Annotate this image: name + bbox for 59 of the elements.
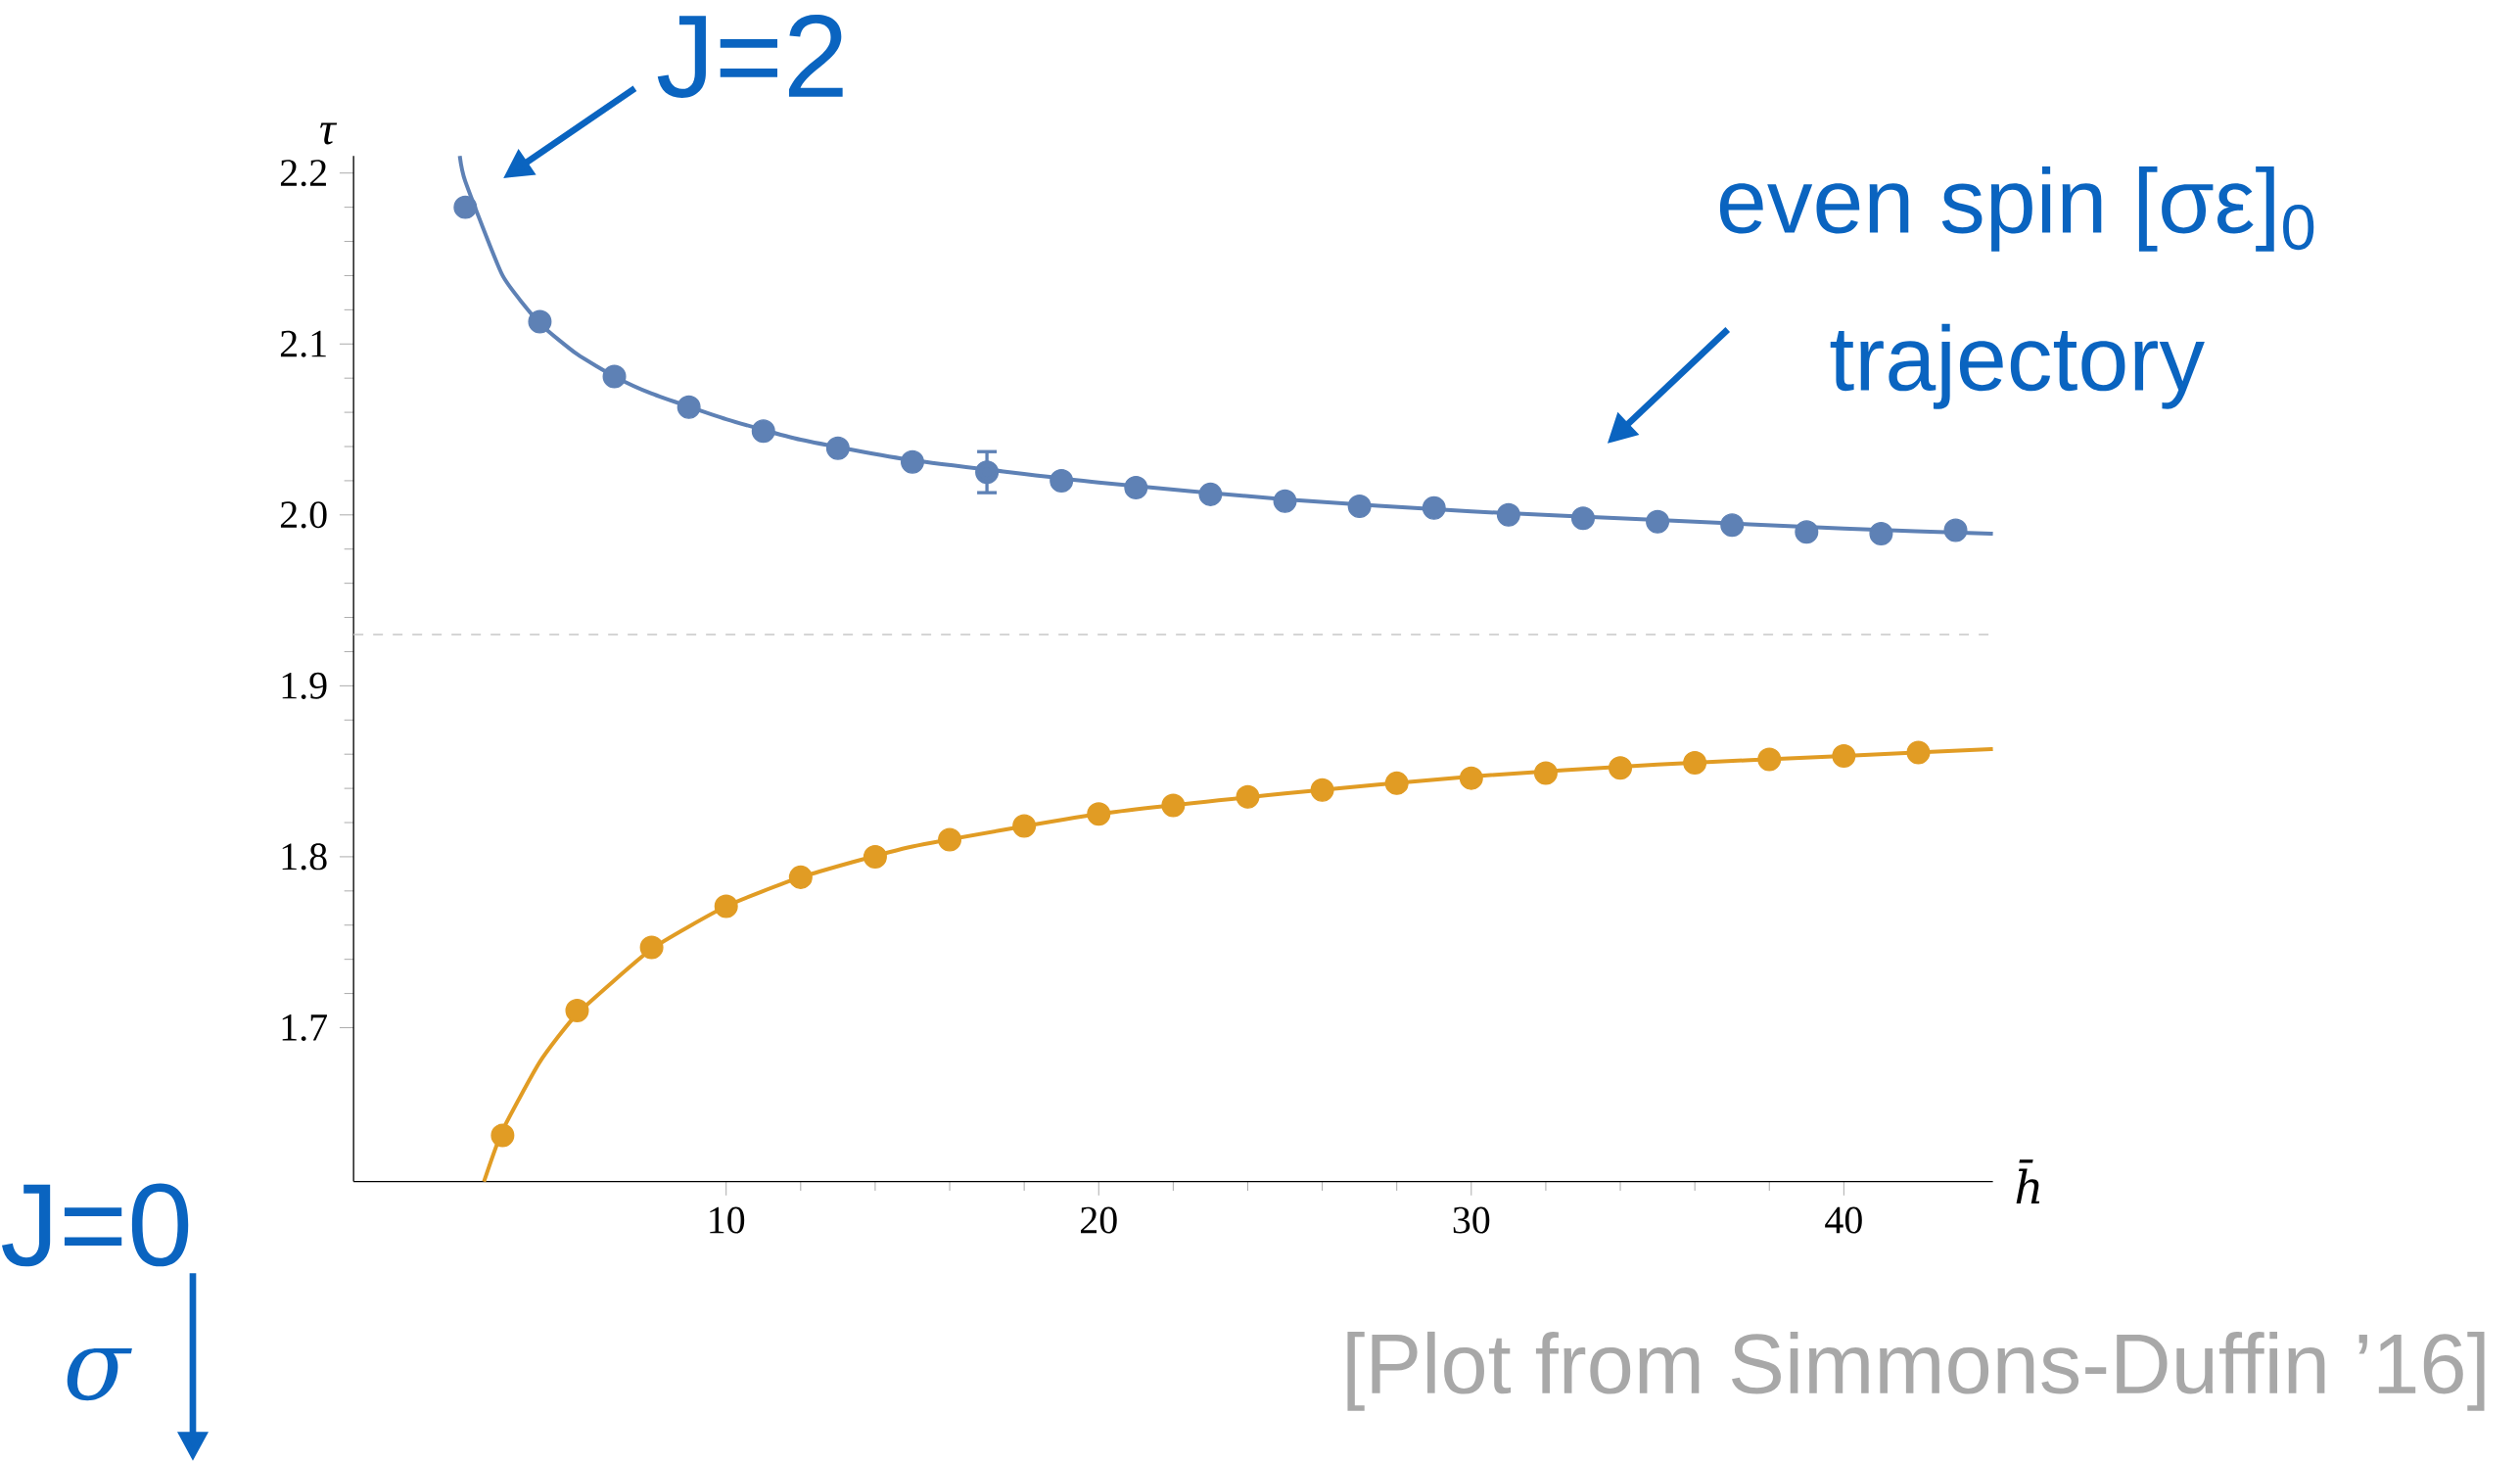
text: [Plot from Simmons-Duffin ’16] [1347, 1331, 2485, 1411]
point [1273, 489, 1297, 513]
point [1087, 802, 1111, 826]
point [490, 1123, 515, 1148]
x-tick-label: 40 [1825, 1206, 1862, 1234]
point [825, 436, 850, 460]
point [714, 894, 738, 919]
point [1050, 468, 1074, 493]
x-tick-label: 30 [1453, 1206, 1490, 1234]
point [863, 844, 887, 869]
y-tick-label: 2.0 [280, 501, 327, 529]
point [751, 419, 775, 444]
point [1310, 778, 1334, 802]
point [1832, 743, 1856, 768]
x-tick-label: 10 [710, 1206, 745, 1234]
point [1496, 502, 1520, 527]
point [1646, 509, 1670, 534]
annotation: even spin [σε]$_{0}$ [1719, 165, 2314, 252]
point [1124, 475, 1148, 499]
point [1869, 521, 1893, 545]
point [1198, 482, 1223, 506]
point [1459, 766, 1483, 790]
point [1236, 784, 1260, 809]
text: J=2 [657, 14, 843, 98]
point [1384, 771, 1409, 795]
point [1347, 494, 1372, 518]
y-tick-label: 1.9 [282, 672, 327, 699]
text: J=0 [1, 1183, 189, 1267]
y-tick-label: 2.2 [280, 160, 326, 187]
point [1012, 814, 1037, 838]
point [938, 827, 962, 852]
point [788, 865, 813, 889]
point [1533, 761, 1558, 785]
point [1757, 747, 1782, 772]
point [1795, 520, 1819, 544]
point [528, 309, 552, 334]
y-tick-label: 1.7 [282, 1013, 327, 1041]
point [1906, 740, 1931, 765]
point [1720, 513, 1745, 538]
x-axis-title: h̄ [2016, 1159, 2040, 1203]
point [639, 935, 664, 960]
point [1570, 506, 1595, 531]
y-axis-title: τ [320, 122, 338, 145]
point [1422, 495, 1446, 520]
y-tick-label: 2.1 [280, 330, 326, 357]
x-tick-label: 20 [1081, 1206, 1117, 1234]
annotation: trajectory [1830, 323, 2205, 409]
point [565, 998, 589, 1022]
point [677, 395, 701, 419]
text: σ [67, 1347, 132, 1401]
point [1161, 793, 1186, 818]
point [602, 364, 627, 389]
point [453, 195, 478, 219]
point [1943, 518, 1968, 542]
y-tick-label: 1.8 [282, 843, 327, 871]
point [1683, 750, 1707, 775]
point [1609, 756, 1633, 780]
point [975, 460, 1000, 485]
point [900, 449, 924, 474]
